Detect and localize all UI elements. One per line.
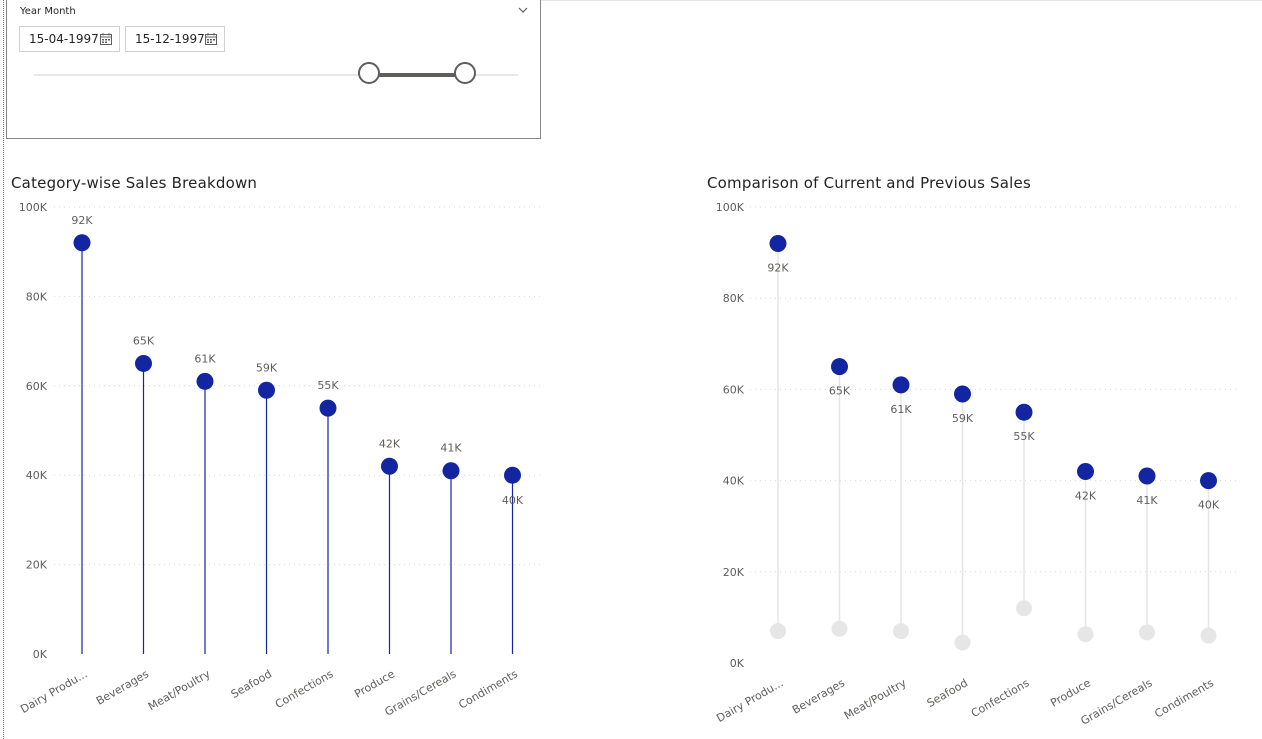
chart2-previous-point — [954, 634, 971, 651]
chart2-current-point — [1200, 472, 1217, 490]
chart1-data-label: 92K — [71, 214, 93, 227]
chart2-current-point — [1015, 403, 1033, 421]
chart1-point — [73, 234, 91, 252]
chart2-current-point — [831, 358, 848, 376]
start-date-input[interactable]: 15-04-1997 — [19, 26, 120, 52]
chart1-point — [196, 372, 214, 390]
chart1-point — [442, 462, 460, 480]
chart2-current-point — [954, 385, 971, 403]
chart1-point — [381, 457, 398, 475]
chart2-current-point — [1138, 467, 1156, 485]
chart1-data-label: 40K — [502, 494, 524, 507]
chart2-category-label: Condiments — [1152, 676, 1216, 720]
chart1-point — [319, 399, 337, 417]
chart1-data-label: 61K — [194, 352, 216, 365]
chart2-data-label: 92K — [767, 261, 789, 274]
chart2-current-point — [769, 234, 787, 252]
chart2-data-label: 65K — [829, 385, 851, 398]
chart1-ytick-label: 80K — [26, 290, 48, 303]
chart2-category-label: Beverages — [790, 676, 847, 717]
chart2-category-label: Produce — [1048, 676, 1093, 709]
chart2-ytick-label: 100K — [716, 201, 745, 214]
end-date-input[interactable]: 15-12-1997 — [125, 26, 225, 52]
chart2-ytick-label: 40K — [723, 475, 745, 488]
chart2-data-label: 55K — [1013, 430, 1035, 443]
chart2-data-label: 59K — [952, 412, 974, 425]
chart2-previous-point — [893, 623, 909, 640]
chart2-ytick-label: 0K — [730, 657, 745, 670]
chart2-category-label: Dairy Produ... — [714, 676, 785, 725]
chart2-category-label: Confections — [969, 676, 1032, 720]
chevron-down-icon[interactable] — [518, 5, 528, 15]
chart1-ytick-label: 100K — [19, 201, 48, 214]
chart2-current-point — [892, 376, 910, 394]
chart1-data-label: 59K — [256, 361, 278, 374]
chart1-data-label: 42K — [379, 437, 401, 450]
chart1-data-label: 65K — [133, 334, 155, 347]
chart2-previous-point — [1077, 626, 1094, 643]
calendar-icon[interactable] — [205, 33, 217, 45]
chart2-title: Comparison of Current and Previous Sales — [707, 174, 1031, 192]
chart1-point — [258, 381, 275, 399]
chart2-data-label: 42K — [1075, 489, 1097, 502]
slider-end-handle[interactable] — [454, 62, 476, 84]
date-range-slicer: Year Month 15-04-1997 15-12-1997 — [6, 0, 541, 139]
chart2-current-point — [1077, 462, 1094, 480]
chart1-point — [504, 466, 521, 484]
chart1-data-label: 55K — [317, 379, 339, 392]
chart1-ytick-label: 60K — [26, 380, 48, 393]
chart2-previous-point — [831, 620, 848, 637]
chart1-ytick-label: 40K — [26, 469, 48, 482]
slicer-title: Year Month — [20, 6, 76, 17]
chart2-category-label: Meat/Poultry — [842, 676, 909, 722]
chart1-ytick-label: 20K — [26, 559, 48, 572]
top-border — [540, 0, 1262, 1]
chart2-category-label: Seafood — [925, 676, 970, 710]
canvas-left-edge — [3, 0, 4, 739]
start-date-value: 15-04-1997 — [29, 32, 99, 46]
chart2-previous-point — [1139, 624, 1155, 641]
chart2-previous-point — [1016, 600, 1032, 617]
chart2-ytick-label: 60K — [723, 383, 745, 396]
chart2-previous-point — [1200, 627, 1217, 644]
slider-selected-range — [369, 73, 466, 77]
chart2-data-label: 61K — [890, 403, 912, 416]
chart2-data-label: 40K — [1198, 499, 1220, 512]
chart2-previous-point — [770, 623, 786, 640]
chart2-data-label: 41K — [1136, 494, 1158, 507]
chart2-ytick-label: 20K — [723, 566, 745, 579]
chart1-title: Category-wise Sales Breakdown — [11, 174, 258, 192]
slider-start-handle[interactable] — [358, 62, 380, 84]
end-date-value: 15-12-1997 — [135, 32, 205, 46]
chart2-ytick-label: 80K — [723, 292, 745, 305]
chart1-point — [135, 354, 152, 372]
slider-track[interactable] — [34, 74, 518, 76]
chart1-ytick-label: 0K — [33, 648, 48, 661]
chart1-data-label: 41K — [440, 442, 462, 455]
calendar-icon[interactable] — [100, 33, 112, 45]
